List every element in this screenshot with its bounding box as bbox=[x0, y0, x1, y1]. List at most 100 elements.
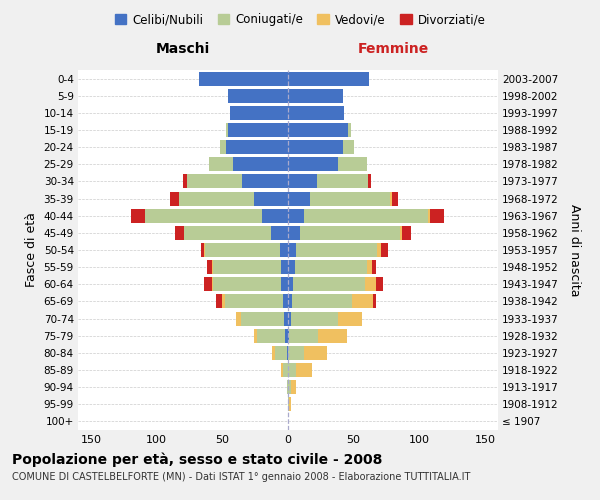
Bar bbox=[212, 260, 213, 274]
Bar bbox=[372, 260, 376, 274]
Bar bbox=[289, 328, 318, 342]
Bar bbox=[209, 158, 233, 172]
Bar bbox=[226, 140, 288, 154]
Bar bbox=[400, 226, 402, 240]
Bar bbox=[145, 208, 262, 222]
Bar bbox=[287, 346, 288, 360]
Bar bbox=[430, 208, 444, 222]
Bar bbox=[288, 312, 290, 326]
Bar bbox=[226, 123, 227, 137]
Bar bbox=[349, 123, 351, 137]
Bar bbox=[367, 260, 372, 274]
Bar bbox=[257, 328, 286, 342]
Bar bbox=[288, 158, 338, 172]
Bar bbox=[343, 140, 353, 154]
Bar bbox=[187, 174, 242, 188]
Bar bbox=[373, 294, 376, 308]
Y-axis label: Fasce di età: Fasce di età bbox=[25, 212, 38, 288]
Bar bbox=[288, 88, 343, 102]
Bar bbox=[281, 363, 283, 377]
Bar bbox=[296, 363, 311, 377]
Bar bbox=[183, 174, 187, 188]
Bar bbox=[392, 192, 398, 205]
Bar bbox=[381, 243, 388, 257]
Bar bbox=[368, 174, 371, 188]
Bar bbox=[283, 294, 288, 308]
Bar bbox=[204, 243, 205, 257]
Bar bbox=[293, 278, 365, 291]
Bar bbox=[280, 243, 288, 257]
Bar bbox=[275, 346, 287, 360]
Bar bbox=[288, 174, 317, 188]
Bar bbox=[304, 346, 328, 360]
Bar bbox=[338, 158, 367, 172]
Bar bbox=[262, 208, 288, 222]
Bar bbox=[290, 380, 296, 394]
Bar bbox=[220, 140, 226, 154]
Bar bbox=[288, 192, 310, 205]
Bar bbox=[281, 278, 288, 291]
Bar bbox=[204, 278, 212, 291]
Bar bbox=[304, 208, 428, 222]
Bar bbox=[288, 260, 295, 274]
Bar bbox=[184, 226, 271, 240]
Bar bbox=[206, 260, 212, 274]
Bar bbox=[202, 243, 204, 257]
Bar bbox=[212, 278, 213, 291]
Text: Popolazione per età, sesso e stato civile - 2008: Popolazione per età, sesso e stato civil… bbox=[12, 452, 382, 467]
Bar bbox=[283, 363, 288, 377]
Bar bbox=[310, 192, 391, 205]
Bar bbox=[281, 260, 288, 274]
Bar bbox=[286, 328, 288, 342]
Bar bbox=[179, 192, 254, 205]
Bar bbox=[352, 294, 373, 308]
Bar bbox=[377, 243, 381, 257]
Bar bbox=[300, 226, 400, 240]
Bar bbox=[288, 398, 289, 411]
Bar bbox=[213, 260, 281, 274]
Bar bbox=[205, 243, 280, 257]
Bar bbox=[241, 312, 284, 326]
Bar bbox=[288, 278, 293, 291]
Bar bbox=[287, 380, 288, 394]
Bar bbox=[288, 294, 292, 308]
Bar bbox=[233, 158, 288, 172]
Bar bbox=[199, 72, 288, 86]
Bar bbox=[288, 72, 370, 86]
Bar bbox=[254, 328, 257, 342]
Bar bbox=[376, 278, 383, 291]
Bar bbox=[318, 328, 347, 342]
Bar bbox=[288, 380, 290, 394]
Bar bbox=[272, 346, 275, 360]
Bar bbox=[289, 398, 290, 411]
Bar bbox=[292, 294, 352, 308]
Bar bbox=[242, 174, 288, 188]
Bar bbox=[402, 226, 412, 240]
Text: COMUNE DI CASTELBELFORTE (MN) - Dati ISTAT 1° gennaio 2008 - Elaborazione TUTTIT: COMUNE DI CASTELBELFORTE (MN) - Dati IST… bbox=[12, 472, 470, 482]
Bar bbox=[365, 278, 376, 291]
Legend: Celibi/Nubili, Coniugati/e, Vedovi/e, Divorziati/e: Celibi/Nubili, Coniugati/e, Vedovi/e, Di… bbox=[110, 8, 490, 31]
Bar bbox=[428, 208, 430, 222]
Bar bbox=[391, 192, 392, 205]
Bar bbox=[290, 312, 338, 326]
Bar bbox=[295, 260, 367, 274]
Bar bbox=[288, 346, 304, 360]
Y-axis label: Anni di nascita: Anni di nascita bbox=[568, 204, 581, 296]
Bar bbox=[227, 123, 288, 137]
Bar bbox=[175, 226, 184, 240]
Bar bbox=[227, 88, 288, 102]
Bar bbox=[288, 123, 349, 137]
Bar bbox=[213, 278, 281, 291]
Bar bbox=[170, 192, 179, 205]
Text: Femmine: Femmine bbox=[358, 42, 428, 56]
Bar bbox=[288, 140, 343, 154]
Bar bbox=[225, 294, 283, 308]
Bar bbox=[284, 312, 288, 326]
Bar bbox=[338, 312, 361, 326]
Bar bbox=[130, 208, 145, 222]
Bar bbox=[254, 192, 288, 205]
Bar bbox=[288, 328, 289, 342]
Bar bbox=[223, 294, 225, 308]
Bar bbox=[317, 174, 368, 188]
Bar bbox=[235, 312, 241, 326]
